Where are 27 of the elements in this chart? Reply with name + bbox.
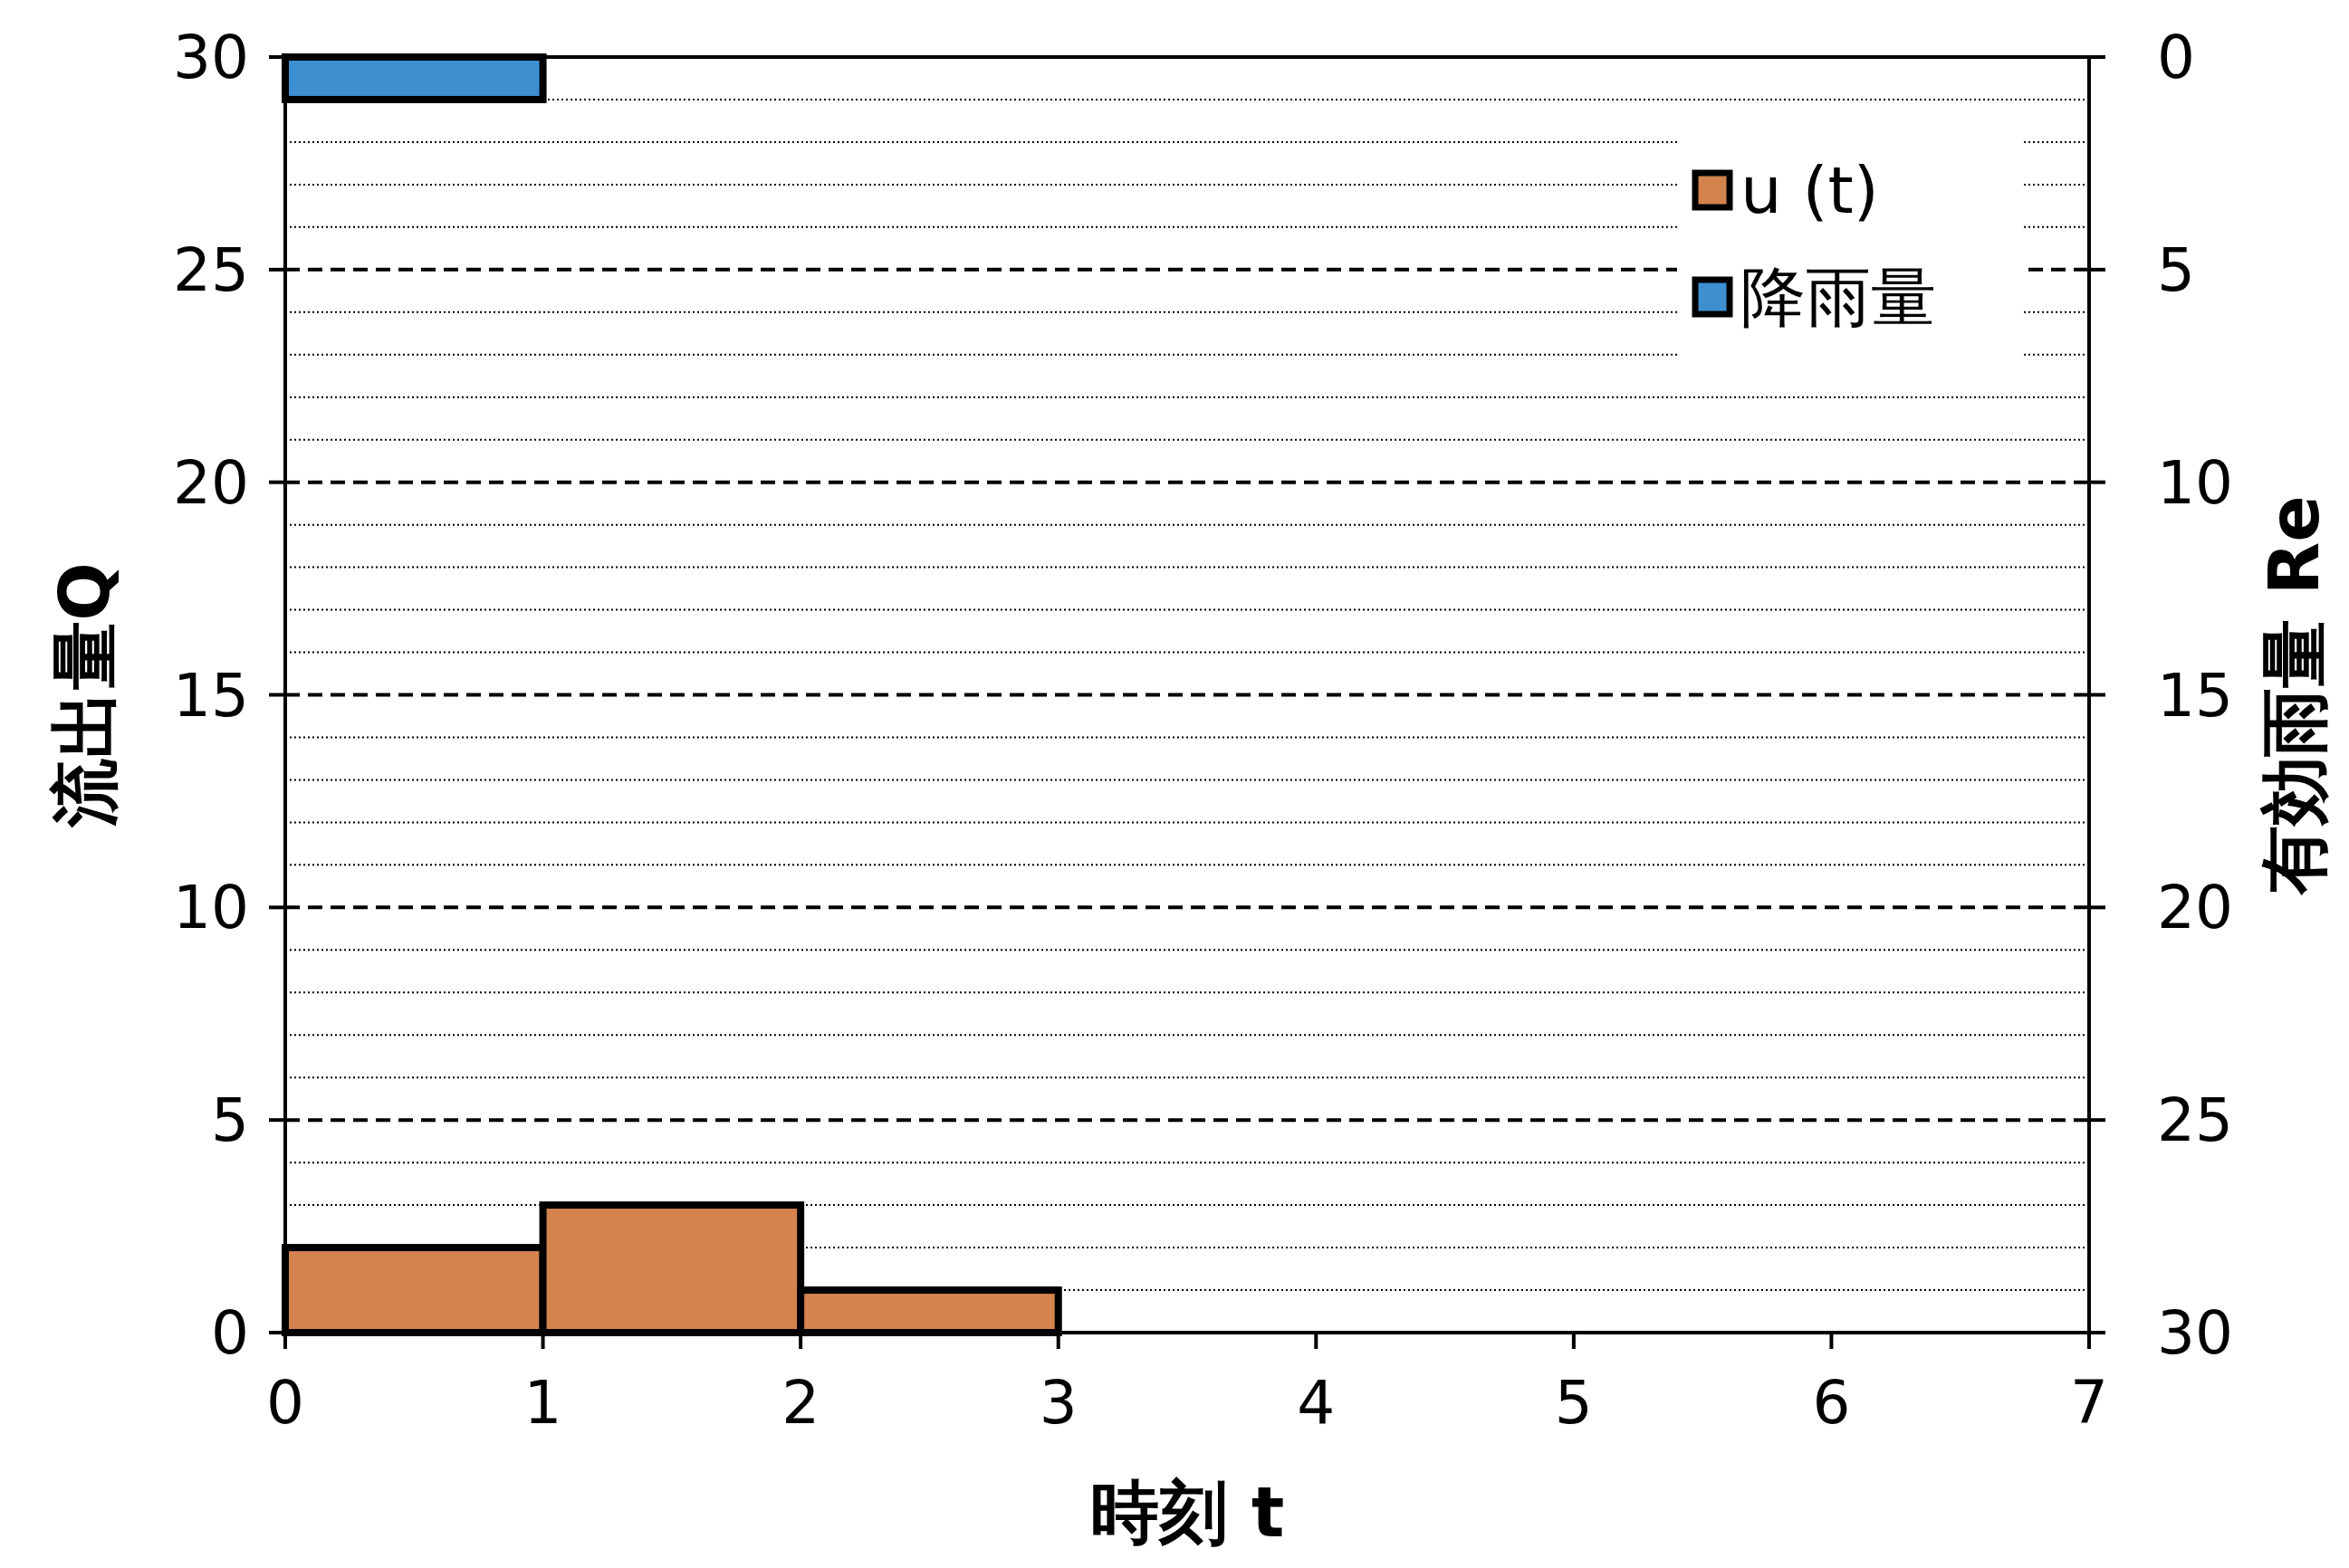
x-tick-label: 3 [1039,1368,1078,1438]
y2-tick-label: 0 [2157,23,2195,92]
y-axis-title: 流出量Q [44,562,125,828]
x-tick-label: 5 [1554,1368,1593,1438]
y2-axis-title: 有効雨量 Re [2254,495,2335,896]
y2-tick-label: 20 [2157,873,2233,943]
y-tick-label: 20 [173,447,249,518]
y-tick-label: 10 [173,873,249,943]
x-tick-label: 7 [2070,1368,2108,1438]
x-tick-label: 1 [523,1368,562,1438]
x-tick-label: 0 [266,1368,304,1438]
y2-tick-label: 5 [2157,234,2195,305]
y2-tick-label: 15 [2157,660,2233,731]
y2-tick-label: 25 [2157,1085,2233,1156]
legend-label: 降雨量 [1740,259,1936,335]
x-axis-title: 時刻 t [1089,1472,1285,1553]
y-tick-label: 30 [173,23,249,92]
x-tick-label: 4 [1297,1368,1336,1438]
x-tick-label: 6 [1812,1368,1851,1438]
y2-tick-label: 10 [2157,447,2233,518]
x-tick-label: 2 [781,1368,820,1438]
legend-label: u (t) [1740,152,1879,228]
y-tick-label: 25 [173,234,249,305]
y2-tick-label: 30 [2157,1298,2233,1368]
y-tick-label: 0 [211,1298,249,1368]
y-tick-label: 15 [173,660,249,731]
y-tick-label: 5 [211,1085,249,1156]
